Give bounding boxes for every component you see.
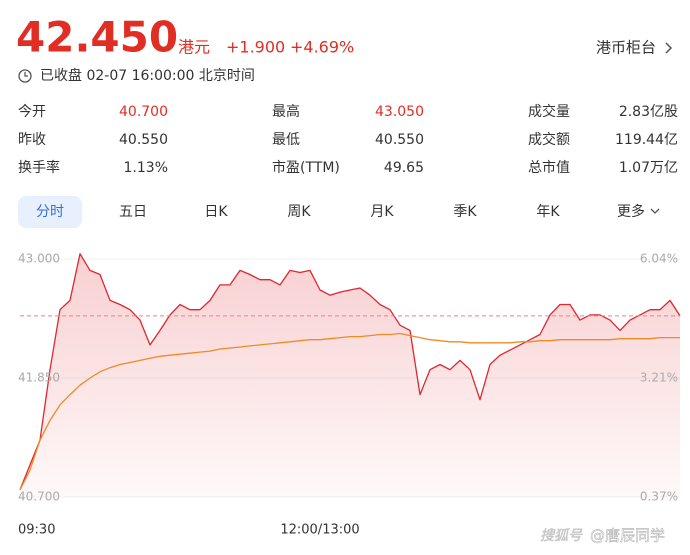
currency: 港元	[178, 38, 210, 57]
counter-switch[interactable]: 港币柜台	[596, 39, 656, 57]
stat-label: 成交量	[528, 103, 570, 120]
y2-tick-label: 6.04%	[640, 252, 678, 266]
stat-value: 1.13%	[124, 160, 168, 176]
y2-tick-label: 0.37%	[640, 490, 678, 504]
stat-value: 2.83亿股	[619, 104, 678, 120]
y-tick-label: 43.000	[18, 252, 60, 266]
price: 42.450	[16, 13, 178, 62]
tab[interactable]: 日K	[204, 204, 228, 220]
tab[interactable]: 月K	[370, 204, 394, 220]
y-tick-label: 40.700	[18, 490, 60, 504]
stat-label: 市盈(TTM)	[272, 159, 340, 176]
stat-value: 40.550	[119, 132, 168, 148]
watermark-author: @唐辰同学	[590, 527, 665, 545]
stat-label: 总市值	[528, 159, 570, 176]
price-line	[19, 253, 681, 491]
chevron	[665, 42, 673, 54]
stat-value: 49.65	[384, 160, 424, 176]
y2-tick-label: 3.21%	[640, 370, 678, 384]
tabs: 分时 五日 日K 周K 月K 季K 年K 更多	[18, 196, 660, 228]
change: +1.900	[226, 38, 285, 57]
tab[interactable]: 周K	[287, 204, 311, 220]
x-tick-label: 12:00/13:00	[280, 523, 359, 538]
status: 已收盘 02-07 16:00:00 北京时间	[40, 67, 255, 84]
stat-label: 最低	[272, 132, 300, 148]
tab-selected-bg	[18, 196, 82, 228]
chevron	[650, 208, 660, 214]
stat-label: 今开	[18, 104, 46, 120]
tab[interactable]: 分时	[36, 204, 64, 220]
stat-value: 1.07万亿	[619, 160, 678, 176]
clock-icon	[18, 69, 32, 83]
x-tick-label: 09:30	[18, 523, 55, 538]
watermark-logo: 搜狐号	[540, 527, 583, 544]
stat-value: 40.550	[375, 132, 424, 148]
stat-label: 昨收	[18, 132, 46, 148]
price-area	[20, 253, 680, 497]
tab[interactable]: 五日	[119, 204, 147, 220]
stat-value: 119.44亿	[615, 132, 678, 148]
stat-label: 成交额	[528, 131, 570, 148]
clock-hand	[24, 72, 28, 77]
tab[interactable]: 年K	[536, 204, 560, 220]
chart: 40.700 41.850 43.000 0.37% 3.21% 6.04% 09:30 12…	[18, 252, 681, 538]
stat-value: 43.050	[375, 104, 424, 120]
average-line	[19, 332, 680, 491]
stat-label: 换手率	[18, 159, 60, 176]
stat-value: 40.700	[119, 104, 168, 120]
change-pct: +4.69%	[290, 38, 354, 57]
tab[interactable]: 更多	[617, 203, 645, 220]
stat-label: 最高	[272, 103, 300, 120]
y-tick-label: 41.850	[18, 371, 60, 385]
tab[interactable]: 季K	[453, 204, 477, 220]
